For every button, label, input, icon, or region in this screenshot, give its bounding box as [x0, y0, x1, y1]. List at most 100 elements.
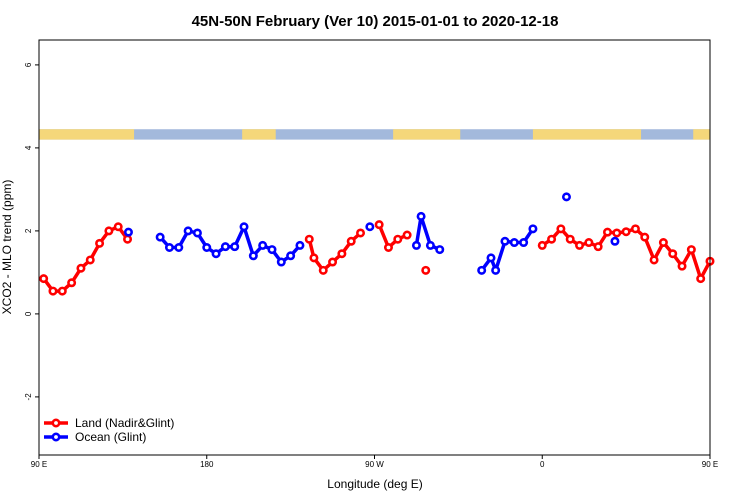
land-strip-segment [532, 129, 642, 140]
data-point [230, 242, 240, 252]
y-tick-label: 0 [24, 311, 33, 316]
data-point [113, 222, 123, 232]
data-point [276, 257, 286, 267]
y-axis-label: XCO2 - MLO trend (ppm) [0, 180, 14, 315]
land-ocean-mask-strip [39, 129, 710, 140]
y-tick-label: -2 [24, 393, 33, 401]
land-strip-segment [693, 129, 710, 140]
data-point [337, 249, 347, 259]
data-point [286, 251, 296, 261]
data-point [346, 236, 356, 246]
data-point [565, 234, 575, 244]
series-line [480, 227, 535, 273]
data-point [267, 245, 277, 255]
data-point [421, 265, 431, 275]
data-point [477, 265, 487, 275]
data-point [621, 227, 631, 237]
data-point [602, 227, 612, 237]
series-land [39, 220, 715, 296]
data-point [612, 228, 622, 238]
x-tick-label: 180 [200, 460, 214, 469]
data-point [123, 227, 133, 237]
x-axis: 90 E 180 90 W 0 90 E [31, 455, 718, 469]
data-point [486, 253, 496, 263]
data-point [668, 249, 678, 259]
data-point [509, 238, 519, 248]
x-tick-label: 90 E [702, 460, 718, 469]
x-tick-label: 90 W [365, 460, 384, 469]
chart-title: 45N-50N February (Ver 10) 2015-01-01 to … [192, 13, 559, 30]
ocean-strip [39, 129, 710, 140]
data-point [383, 243, 393, 253]
plot-frame [38, 39, 711, 456]
data-point [658, 238, 668, 248]
y-tick-label: 6 [24, 62, 33, 67]
data-point [374, 220, 384, 230]
y-tick-label: 4 [24, 145, 33, 150]
data-point [356, 228, 366, 238]
data-point [528, 224, 538, 234]
data-point [155, 232, 165, 242]
x-tick-label: 0 [540, 460, 545, 469]
x-tick-label: 90 E [31, 460, 47, 469]
data-point [123, 234, 133, 244]
data-point [575, 240, 585, 250]
data-point [174, 243, 184, 253]
data-point [39, 274, 49, 284]
data-point [239, 222, 249, 232]
data-point [640, 232, 650, 242]
data-point [610, 236, 620, 246]
data-point [248, 251, 258, 261]
y-axis: -2 0 2 4 6 [24, 62, 39, 400]
data-point [425, 240, 435, 250]
land-strip-segment [242, 129, 276, 140]
data-point [435, 245, 445, 255]
data-point [318, 265, 328, 275]
series-layer [39, 192, 715, 296]
data-point [220, 242, 230, 252]
legend-marker [51, 418, 61, 428]
series-line [158, 224, 302, 264]
data-point [519, 238, 529, 248]
data-point [537, 240, 547, 250]
series-line [414, 214, 441, 252]
data-point [584, 238, 594, 248]
data-point [328, 257, 338, 267]
data-point [258, 240, 268, 250]
data-point [393, 234, 403, 244]
data-point [365, 222, 375, 232]
data-point [67, 278, 77, 288]
data-point [649, 255, 659, 265]
land-strip-segment [393, 129, 461, 140]
data-point [164, 243, 174, 253]
data-point [593, 242, 603, 252]
data-point [677, 261, 687, 271]
legend-label: Ocean (Glint) [75, 430, 146, 444]
series-line [377, 224, 408, 250]
data-point [85, 255, 95, 265]
data-point [500, 236, 510, 246]
land-strip-segment [39, 129, 135, 140]
data-point [57, 286, 67, 296]
data-point [104, 226, 114, 236]
data-point [202, 243, 212, 253]
data-point [295, 240, 305, 250]
data-point [561, 192, 571, 202]
data-point [556, 224, 566, 234]
data-point [411, 240, 421, 250]
data-point [416, 211, 426, 221]
data-point [402, 230, 412, 240]
data-point [686, 245, 696, 255]
series-ocean [123, 192, 620, 275]
y-tick-label: 2 [24, 228, 33, 233]
data-point [309, 253, 319, 263]
x-axis-label: Longitude (deg E) [327, 477, 422, 491]
data-point [211, 249, 221, 259]
data-point [48, 286, 58, 296]
data-point [183, 226, 193, 236]
data-point [491, 265, 501, 275]
legend: Land (Nadir&Glint)Ocean (Glint) [44, 416, 174, 444]
data-point [304, 234, 314, 244]
legend-label: Land (Nadir&Glint) [75, 416, 174, 430]
